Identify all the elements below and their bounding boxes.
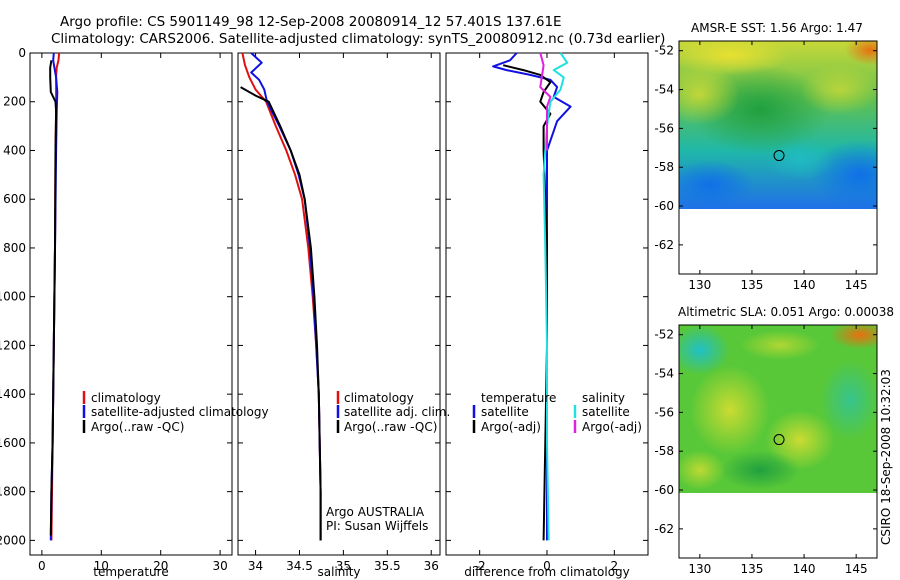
sla-map: Altimetric SLA: 0.051 Argo: 0.00038 -52 -… bbox=[654, 305, 894, 576]
sst-map-lat-label: -54 bbox=[654, 83, 674, 97]
diff-legend-salinity: salinity bbox=[582, 391, 625, 405]
depth-tick-label: 1200 bbox=[0, 338, 26, 352]
sst-map-title: AMSR-E SST: 1.56 Argo: 1.47 bbox=[691, 21, 863, 35]
salinity-xtick-label: 34.5 bbox=[286, 559, 313, 573]
sst-map-argo-marker bbox=[773, 150, 785, 162]
diff-legend-s-satellite: satellite bbox=[582, 405, 630, 419]
difference-series-0 bbox=[492, 52, 572, 541]
temperature-xtick-label: 10 bbox=[94, 559, 109, 573]
sst-map-lat-label: -56 bbox=[654, 121, 674, 135]
difference-xlabel: difference from climatology bbox=[464, 565, 630, 579]
sla-map-lon-label: 130 bbox=[688, 562, 711, 576]
diff-legend-t-argo: Argo(-adj) bbox=[481, 420, 541, 434]
sla-map-lat-label: -56 bbox=[654, 405, 674, 419]
salinity-xtick-label: 34 bbox=[248, 559, 263, 573]
salinity-frame bbox=[237, 52, 441, 556]
temperature-xlabel: temperature bbox=[93, 565, 168, 579]
difference-xtick-label: 2 bbox=[611, 559, 619, 573]
sal-legend-climatology: climatology bbox=[344, 391, 414, 405]
sst-map-lon-label: 130 bbox=[688, 278, 711, 292]
sla-map-lon-label: 135 bbox=[740, 562, 763, 576]
sst-map: AMSR-E SST: 1.56 Argo: 1.47 -52 -54 -56 -58… bbox=[654, 21, 878, 292]
sst-map-lon-label: 140 bbox=[793, 278, 816, 292]
difference-legend: temperature satellite Argo(-adj) salinit… bbox=[472, 391, 642, 434]
salinity-legend: climatology satellite adj. clim. Argo(..… bbox=[326, 391, 450, 533]
depth-tick-label: 200 bbox=[3, 95, 26, 109]
legend-climatology: climatology bbox=[91, 391, 161, 405]
sla-map-lat-label: -54 bbox=[654, 367, 674, 381]
depth-tick-label: 0 bbox=[18, 46, 26, 60]
depth-tick-label: 800 bbox=[3, 241, 26, 255]
diff-legend-t-satellite: satellite bbox=[481, 405, 529, 419]
sla-map-lat-label: -60 bbox=[654, 483, 674, 497]
sst-map-lon-label: 145 bbox=[845, 278, 868, 292]
salinity-series-2 bbox=[240, 86, 322, 541]
sla-map-lon-label: 140 bbox=[793, 562, 816, 576]
sla-heatmap-field bbox=[679, 325, 877, 493]
salinity-xtick-label: 36 bbox=[424, 559, 439, 573]
salinity-xlabel: salinity bbox=[317, 565, 360, 579]
sla-map-lat-label: -62 bbox=[654, 522, 674, 536]
depth-tick-label: 1000 bbox=[0, 290, 26, 304]
sst-heatmap-field bbox=[679, 41, 877, 209]
sst-map-lat-label: -60 bbox=[654, 199, 674, 213]
sst-map-frame bbox=[678, 40, 878, 275]
depth-tick-label: 1600 bbox=[0, 436, 26, 450]
annotation-pi: PI: Susan Wijffels bbox=[326, 519, 428, 533]
sla-map-lat-label: -52 bbox=[654, 328, 674, 342]
salinity-plot: 34 34.5 35 35.5 36 salinity bbox=[237, 52, 441, 579]
sst-map-lat-label: -58 bbox=[654, 160, 674, 174]
depth-tick-label: 1400 bbox=[0, 387, 26, 401]
salinity-series-0 bbox=[241, 52, 322, 541]
salinity-series-1 bbox=[250, 52, 322, 541]
sst-map-lat-label: -52 bbox=[654, 44, 674, 58]
sla-map-lon-label: 145 bbox=[845, 562, 868, 576]
difference-series-3 bbox=[539, 52, 552, 151]
temperature-frame bbox=[29, 52, 233, 556]
diff-legend-temperature: temperature bbox=[481, 391, 556, 405]
salinity-xtick-label: 35.5 bbox=[374, 559, 401, 573]
title-line2: Climatology: CARS2006. Satellite-adjuste… bbox=[51, 31, 665, 47]
sla-map-frame bbox=[678, 324, 878, 559]
temperature-xtick-label: 0 bbox=[38, 559, 46, 573]
title-line1: Argo profile: CS 5901149_98 12-Sep-2008 … bbox=[60, 14, 562, 30]
sal-legend-satellite: satellite adj. clim. bbox=[344, 405, 450, 419]
diff-legend-s-argo: Argo(-adj) bbox=[582, 420, 642, 434]
legend-satellite: satellite-adjusted climatology bbox=[91, 405, 269, 419]
temperature-legend: climatology satellite-adjusted climatolo… bbox=[82, 391, 269, 434]
depth-tick-label: 400 bbox=[3, 143, 26, 157]
difference-series-2 bbox=[542, 52, 569, 541]
salinity-xtick-label: 35 bbox=[336, 559, 351, 573]
sla-map-argo-marker bbox=[773, 434, 785, 446]
temperature-plot: 0 200 400 600 800 1000 1200 1400 1600 1800 2000 0 10… bbox=[0, 46, 233, 579]
depth-tick-label: 2000 bbox=[0, 533, 26, 547]
temperature-xtick-label: 20 bbox=[153, 559, 168, 573]
annotation-argo-australia: Argo AUSTRALIA bbox=[326, 505, 425, 519]
sst-map-lon-label: 135 bbox=[740, 278, 763, 292]
legend-argo: Argo(..raw -QC) bbox=[91, 420, 184, 434]
csiro-credit: CSIRO 18-Sep-2008 10:32:03 bbox=[879, 369, 893, 545]
sal-legend-argo: Argo(..raw -QC) bbox=[344, 420, 437, 434]
depth-tick-label: 1800 bbox=[0, 485, 26, 499]
temperature-series-2 bbox=[49, 60, 58, 536]
depth-tick-label: 600 bbox=[3, 192, 26, 206]
difference-xtick-label: 0 bbox=[543, 559, 551, 573]
sla-map-lat-label: -58 bbox=[654, 444, 674, 458]
difference-series-1 bbox=[502, 64, 552, 541]
sst-map-lat-label: -62 bbox=[654, 238, 674, 252]
difference-xtick-label: -2 bbox=[474, 559, 486, 573]
temperature-xtick-label: 30 bbox=[212, 559, 227, 573]
sla-map-title: Altimetric SLA: 0.051 Argo: 0.00038 bbox=[678, 305, 894, 319]
